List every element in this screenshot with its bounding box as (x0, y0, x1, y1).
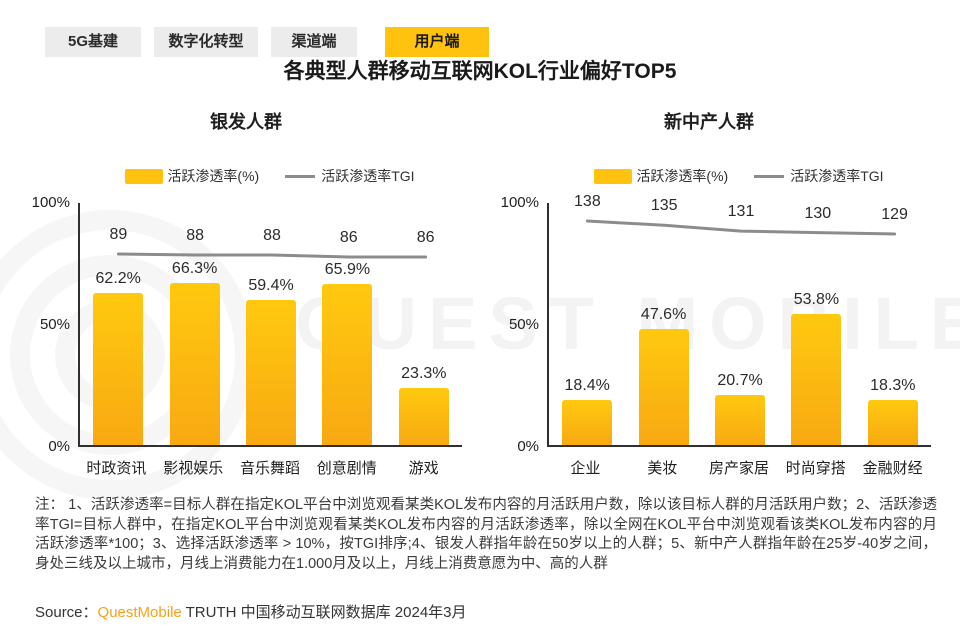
legend-bar-swatch-icon (594, 168, 633, 184)
bar (715, 394, 766, 445)
bar-column: 23.3% (386, 203, 462, 445)
x-axis-labels: 企业 美妆 房产家居 时尚穿搭 金融财经 (547, 457, 931, 478)
legend-bar-label: 活跃渗透率(%) (636, 168, 729, 184)
tgi-value-label: 135 (650, 197, 678, 215)
y-axis-tick: 100% (31, 194, 70, 211)
bar-value-label: 20.7% (717, 371, 763, 389)
legend-line-swatch-icon (754, 174, 785, 178)
bar-value-label: 53.8% (793, 290, 840, 308)
tab-user-side[interactable]: 用户端 (385, 27, 489, 57)
legend-bar-label: 活跃渗透率(%) (167, 168, 260, 184)
bar (398, 388, 449, 445)
bar-value-label: 18.4% (564, 377, 610, 395)
bar-value-label: 62.2% (95, 270, 141, 288)
bar-value-label: 65.9% (324, 261, 371, 279)
bar-group: 18.4% 47.6% 20.7% 53.8% 18.3% (549, 203, 931, 445)
y-axis-tick: 0% (48, 438, 70, 455)
tgi-value-label: 88 (186, 227, 205, 244)
bar (791, 313, 842, 445)
footnote: 注： 1、活跃渗透率=目标人群在指定KOL平台中浏览观看某类KOL发布内容的月活… (35, 497, 937, 572)
bar-column: 53.8% (778, 203, 854, 445)
x-axis-category: 金融财经 (862, 460, 923, 477)
source-prefix: Source： (35, 604, 98, 621)
chart-panel-new-middle-class: 新中产人群 活跃渗透率(%) 活跃渗透率TGI 100% 50% 0% 18.4… (483, 100, 935, 492)
source-suffix: TRUTH 中国移动互联网数据库 2024年3月 (181, 604, 467, 621)
bar-column: 62.2% (80, 203, 156, 445)
legend-bar-swatch-icon (125, 168, 164, 184)
tgi-line (585, 219, 897, 236)
y-axis-tick: 50% (39, 316, 70, 333)
bar-column: 18.3% (855, 203, 931, 445)
bar (638, 328, 689, 445)
source-brand: QuestMobile (97, 604, 182, 621)
legend-line-swatch-icon (285, 174, 316, 178)
x-axis-category: 音乐舞蹈 (239, 460, 300, 477)
x-axis-category: 游戏 (408, 460, 439, 477)
bar-column: 66.3% (156, 203, 232, 445)
tgi-value-label: 130 (804, 204, 832, 222)
bar-value-label: 59.4% (248, 277, 294, 295)
tab-channel-side[interactable]: 渠道端 (271, 27, 357, 57)
bar-value-label: 18.3% (870, 377, 916, 395)
tgi-value-label: 138 (574, 193, 601, 210)
tgi-value-label: 129 (881, 206, 908, 223)
bar-column: 20.7% (702, 203, 778, 445)
bar (169, 283, 220, 445)
bar-column: 59.4% (233, 203, 309, 445)
x-axis-category: 影视娱乐 (163, 460, 224, 477)
x-axis-category: 企业 (570, 460, 601, 477)
bar-column: 65.9% (309, 203, 385, 445)
bar-column: 47.6% (625, 203, 701, 445)
plot-area: 100% 50% 0% 18.4% 47.6% 20.7% 53.8% (501, 193, 931, 455)
chart-legend: 活跃渗透率(%) 活跃渗透率TGI (78, 166, 462, 186)
tab-digital-transformation[interactable]: 数字化转型 (154, 27, 258, 57)
page-title: 各典型人群移动互联网KOL行业偏好TOP5 (283, 60, 677, 83)
x-axis-category: 时政资讯 (86, 460, 147, 477)
tgi-value-label: 86 (416, 229, 435, 246)
tgi-value-label: 131 (727, 203, 755, 221)
tgi-value-label: 88 (263, 227, 281, 244)
tgi-value-label: 86 (339, 229, 358, 246)
tgi-value-label: 89 (109, 226, 128, 243)
watermark-text: QUEST MOBILE (295, 282, 960, 365)
chart-legend: 活跃渗透率(%) 活跃渗透率TGI (547, 166, 931, 186)
x-axis-category: 创意剧情 (316, 460, 377, 477)
legend-line-label: 活跃渗透率TGI (321, 168, 415, 184)
x-axis-category: 房产家居 (708, 460, 769, 477)
bar (93, 293, 144, 445)
bar-value-label: 47.6% (640, 305, 687, 323)
y-axis-tick: 100% (500, 194, 539, 211)
plot-area: 100% 50% 0% 62.2% 66.3% 59.4% 65.9% (32, 194, 462, 455)
bar-column: 18.4% (549, 203, 625, 445)
bar-value-label: 23.3% (401, 365, 447, 383)
x-axis-category: 时尚穿搭 (785, 460, 846, 477)
chart-subtitle: 新中产人群 (664, 112, 754, 132)
chart-panel-silver-hair: 银发人群 活跃渗透率(%) 活跃渗透率TGI 100% 50% 0% 62.2%… (20, 100, 472, 492)
y-axis-tick: 50% (508, 316, 539, 333)
x-axis-category: 美妆 (647, 460, 678, 477)
y-axis-tick: 0% (517, 438, 539, 455)
bar (322, 284, 373, 445)
bar (246, 300, 297, 445)
bar (867, 400, 918, 445)
bar-value-label: 66.3% (171, 260, 218, 278)
source-line: Source：QuestMobile TRUTH 中国移动互联网数据库 2024… (35, 601, 467, 622)
tgi-line (116, 252, 428, 259)
tab-5g-infrastructure[interactable]: 5G基建 (45, 27, 141, 57)
bar-group: 62.2% 66.3% 59.4% 65.9% 23.3% (80, 203, 462, 445)
tab-bar: 5G基建 数字化转型 渠道端 用户端 (45, 27, 489, 57)
legend-line-label: 活跃渗透率TGI (790, 168, 884, 184)
x-axis-labels: 时政资讯 影视娱乐 音乐舞蹈 创意剧情 游戏 (78, 457, 462, 478)
bar (562, 400, 613, 445)
chart-subtitle: 银发人群 (210, 112, 282, 132)
